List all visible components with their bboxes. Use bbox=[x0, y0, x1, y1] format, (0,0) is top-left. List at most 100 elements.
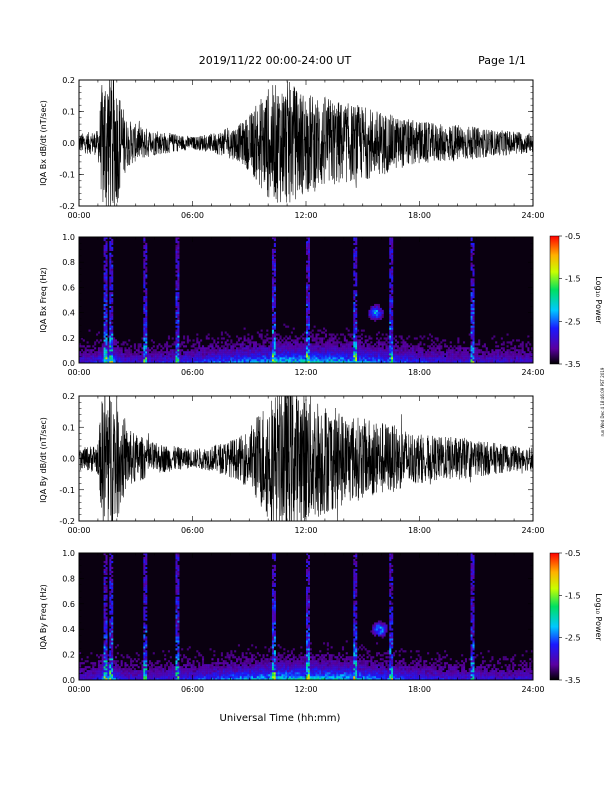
spectrogram-cell bbox=[175, 357, 178, 360]
spectrogram-cell bbox=[279, 347, 282, 350]
spectrogram-cell bbox=[175, 553, 178, 556]
spectrogram-cell bbox=[396, 361, 399, 364]
spectrogram-cell bbox=[147, 678, 150, 681]
spectrogram-cell bbox=[94, 351, 97, 354]
spectrogram-cell bbox=[306, 252, 309, 255]
spectrogram-cell bbox=[111, 317, 114, 320]
spectrogram-cell bbox=[175, 622, 178, 625]
spectrogram-cell bbox=[391, 321, 394, 324]
spectrogram-cell bbox=[498, 359, 502, 362]
spectrogram-cell bbox=[472, 331, 475, 334]
spectrogram-cell bbox=[145, 250, 148, 253]
spectrogram-cell bbox=[355, 252, 358, 255]
spectrogram-cell bbox=[271, 319, 275, 322]
spectrogram-cell bbox=[116, 361, 119, 364]
spectrogram-cell bbox=[368, 313, 371, 316]
spectrogram-cell bbox=[141, 353, 144, 356]
spectrogram-cell bbox=[177, 294, 180, 297]
y-tick-label: 0.0 bbox=[62, 359, 75, 368]
spectrogram-cell bbox=[97, 347, 101, 350]
spectrogram-cell bbox=[111, 588, 114, 591]
spectrogram-cell bbox=[306, 335, 309, 338]
spectrogram-cell bbox=[451, 359, 454, 362]
spectrogram-cell bbox=[400, 349, 403, 352]
y-tick-label: 0.0 bbox=[62, 455, 75, 464]
spectrogram-cell bbox=[241, 652, 244, 655]
spectrogram-cell bbox=[247, 678, 250, 681]
spectrogram-cell bbox=[243, 664, 246, 667]
spectrogram-cell bbox=[103, 237, 106, 240]
spectrogram-cell bbox=[457, 337, 460, 340]
spectrogram-cell bbox=[154, 674, 157, 677]
spectrogram-cell bbox=[143, 309, 146, 313]
spectrogram-cell bbox=[237, 658, 240, 661]
spectrogram-cell bbox=[264, 357, 267, 360]
spectrogram-cell bbox=[167, 359, 170, 362]
spectrogram-cell bbox=[271, 333, 275, 336]
spectrogram-cell bbox=[271, 618, 275, 621]
spectrogram-cell bbox=[192, 668, 195, 671]
spectrogram-cell bbox=[177, 658, 180, 661]
spectrogram-cell bbox=[343, 339, 346, 342]
spectrogram-cell bbox=[184, 668, 188, 671]
spectrogram-cell bbox=[200, 349, 203, 352]
spectrogram-cell bbox=[366, 353, 369, 356]
spectrogram-cell bbox=[143, 672, 146, 675]
spectrogram-cell bbox=[391, 301, 394, 305]
spectrogram-cell bbox=[464, 359, 467, 362]
spectrogram-cell bbox=[336, 361, 339, 364]
spectrogram-cell bbox=[103, 313, 106, 316]
spectrogram-cell bbox=[527, 347, 530, 350]
spectrogram-cell bbox=[357, 335, 360, 338]
spectrogram-cell bbox=[309, 357, 312, 360]
spectrogram-cell bbox=[220, 345, 223, 348]
spectrogram-cell bbox=[211, 664, 214, 667]
spectrogram-cell bbox=[377, 305, 380, 309]
spectrogram-cell bbox=[309, 347, 312, 350]
spectrogram-cell bbox=[105, 676, 108, 679]
spectrogram-cell bbox=[203, 353, 206, 356]
spectrogram-cell bbox=[143, 602, 146, 605]
spectrogram-cell bbox=[143, 678, 146, 681]
spectrogram-cell bbox=[355, 266, 358, 269]
spectrogram-cell bbox=[177, 558, 180, 562]
spectrogram-cell bbox=[440, 359, 443, 362]
spectrogram-cell bbox=[177, 618, 180, 621]
spectrogram-cell bbox=[256, 359, 259, 362]
spectrogram-cell bbox=[217, 345, 220, 348]
spectrogram-cell bbox=[84, 674, 87, 677]
spectrogram-cell bbox=[389, 274, 392, 277]
spectrogram-cell bbox=[99, 664, 102, 667]
spectrogram-cell bbox=[319, 355, 322, 358]
spectrogram-cell bbox=[131, 664, 135, 667]
spectrogram-cell bbox=[353, 298, 356, 301]
spectrogram-cell bbox=[147, 672, 150, 675]
spectrogram-cell bbox=[296, 351, 299, 354]
spectrogram-cell bbox=[200, 347, 203, 350]
spectrogram-cell bbox=[258, 357, 261, 360]
spectrogram-cell bbox=[141, 347, 144, 350]
spectrogram-cell bbox=[321, 343, 324, 346]
spectrogram-cell bbox=[184, 351, 188, 354]
spectrogram-cell bbox=[307, 272, 310, 275]
spectrogram-cell bbox=[105, 276, 108, 279]
spectrogram-cell bbox=[145, 580, 148, 583]
spectrogram-cell bbox=[408, 359, 411, 362]
spectrogram-cell bbox=[268, 664, 271, 667]
spectrogram-cell bbox=[105, 280, 108, 283]
spectrogram-cell bbox=[487, 361, 490, 364]
spectrogram-cell bbox=[145, 317, 148, 320]
spectrogram-cell bbox=[105, 345, 108, 348]
spectrogram-cell bbox=[183, 341, 186, 344]
spectrogram-cell bbox=[179, 678, 182, 681]
spectrogram-cell bbox=[188, 662, 191, 665]
spectrogram-cell bbox=[90, 668, 93, 671]
spectrogram-cell bbox=[198, 676, 201, 679]
spectrogram-cell bbox=[92, 349, 95, 352]
spectrogram-cell bbox=[379, 357, 382, 360]
spectrogram-cell bbox=[133, 672, 136, 675]
spectrogram-cell bbox=[470, 359, 473, 362]
spectrogram-cell bbox=[402, 359, 405, 362]
spectrogram-cell bbox=[237, 664, 240, 667]
spectrogram-cell bbox=[402, 357, 405, 360]
